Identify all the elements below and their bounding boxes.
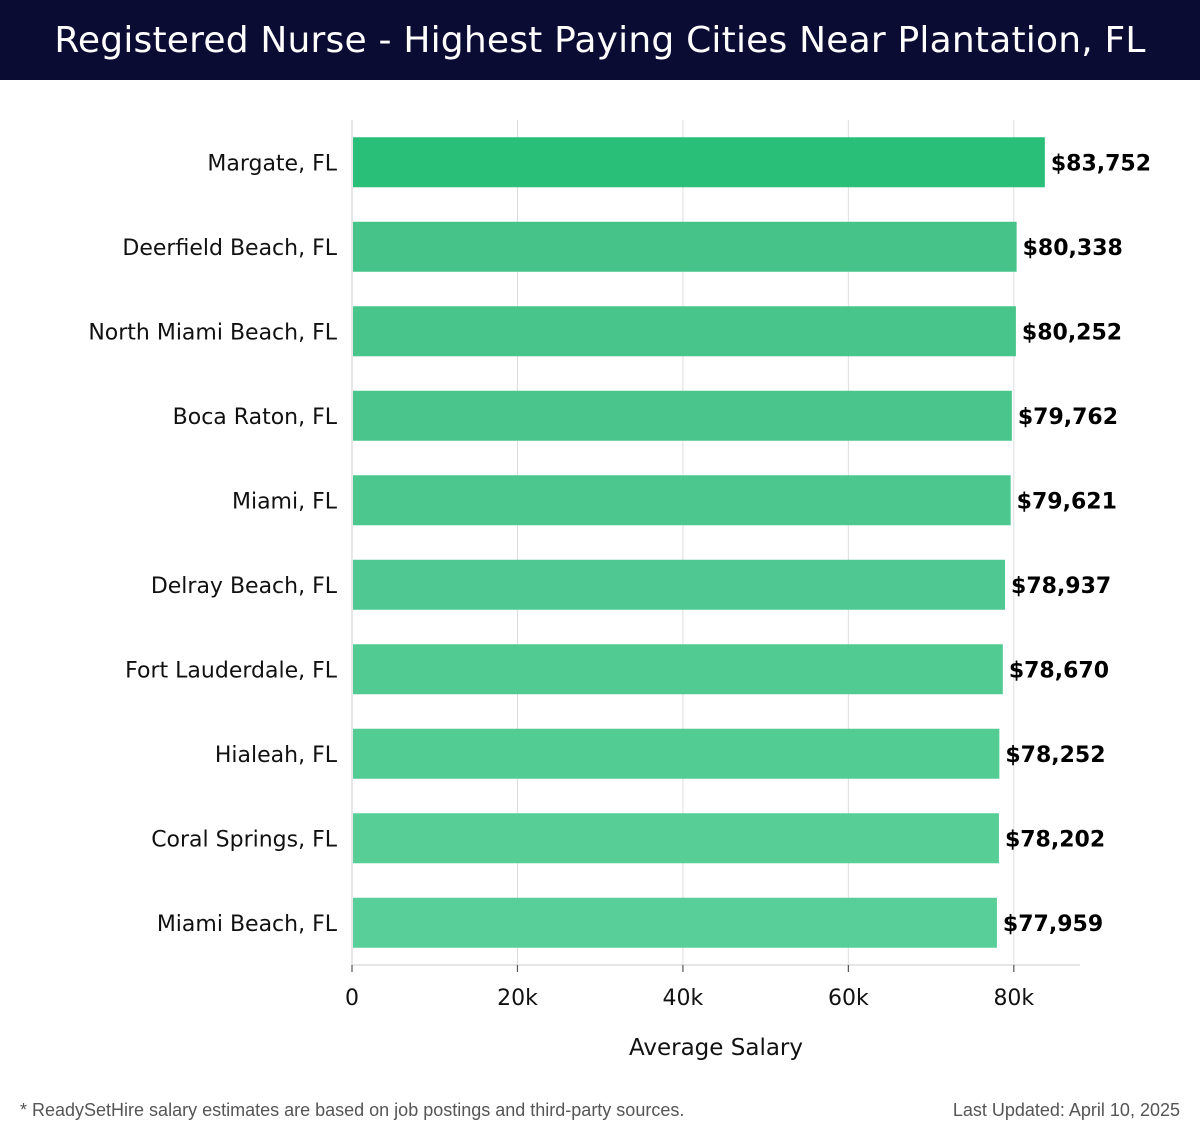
footer-note: * ReadySetHire salary estimates are base… [20,1100,685,1120]
category-label: North Miami Beach, FL [88,320,337,345]
category-label: Deerfield Beach, FL [122,236,337,261]
value-label: $78,670 [1009,658,1109,683]
category-label: Miami, FL [232,489,338,514]
value-label: $78,937 [1011,574,1111,599]
bar [353,390,1012,441]
x-tick-label: 60k [828,986,869,1011]
value-label: $80,252 [1022,320,1122,345]
category-label: Margate, FL [207,151,337,176]
category-label: Miami Beach, FL [157,912,338,937]
value-label: $79,762 [1018,405,1118,430]
category-label: Delray Beach, FL [151,574,338,599]
x-axis: 0 20k 40k 60k 80k [345,120,1080,1011]
x-axis-title: Average Salary [629,1035,803,1061]
bar [353,559,1006,610]
bar [353,728,1000,779]
x-tick-label: 80k [993,986,1034,1011]
bar [353,813,999,864]
x-tick-label: 20k [497,986,538,1011]
x-tick-label: 40k [663,986,704,1011]
category-label: Hialeah, FL [215,743,338,768]
value-label: $78,252 [1005,743,1105,768]
bar [353,221,1017,272]
bar [353,644,1003,695]
category-label: Fort Lauderdale, FL [125,658,338,683]
bar-chart: Margate, FL $83,752 Deerfield Beach, FL $80… [88,120,1151,1061]
bar [353,897,997,948]
chart-header: Registered Nurse - Highest Paying Cities… [0,0,1200,80]
value-label: $78,202 [1005,827,1105,852]
category-label: Boca Raton, FL [173,405,338,430]
bar [353,306,1016,357]
bars: Margate, FL $83,752 Deerfield Beach, FL $80… [88,137,1151,948]
value-label: $80,338 [1023,236,1123,261]
bar [353,475,1011,526]
chart-title: Registered Nurse - Highest Paying Cities… [54,19,1146,61]
value-label: $83,752 [1051,151,1151,176]
category-label: Coral Springs, FL [151,827,338,852]
value-label: $79,621 [1017,489,1117,514]
bar [353,137,1045,188]
footer-updated: Last Updated: April 10, 2025 [952,1100,1180,1120]
x-tick-label: 0 [345,986,359,1011]
value-label: $77,959 [1003,912,1103,937]
